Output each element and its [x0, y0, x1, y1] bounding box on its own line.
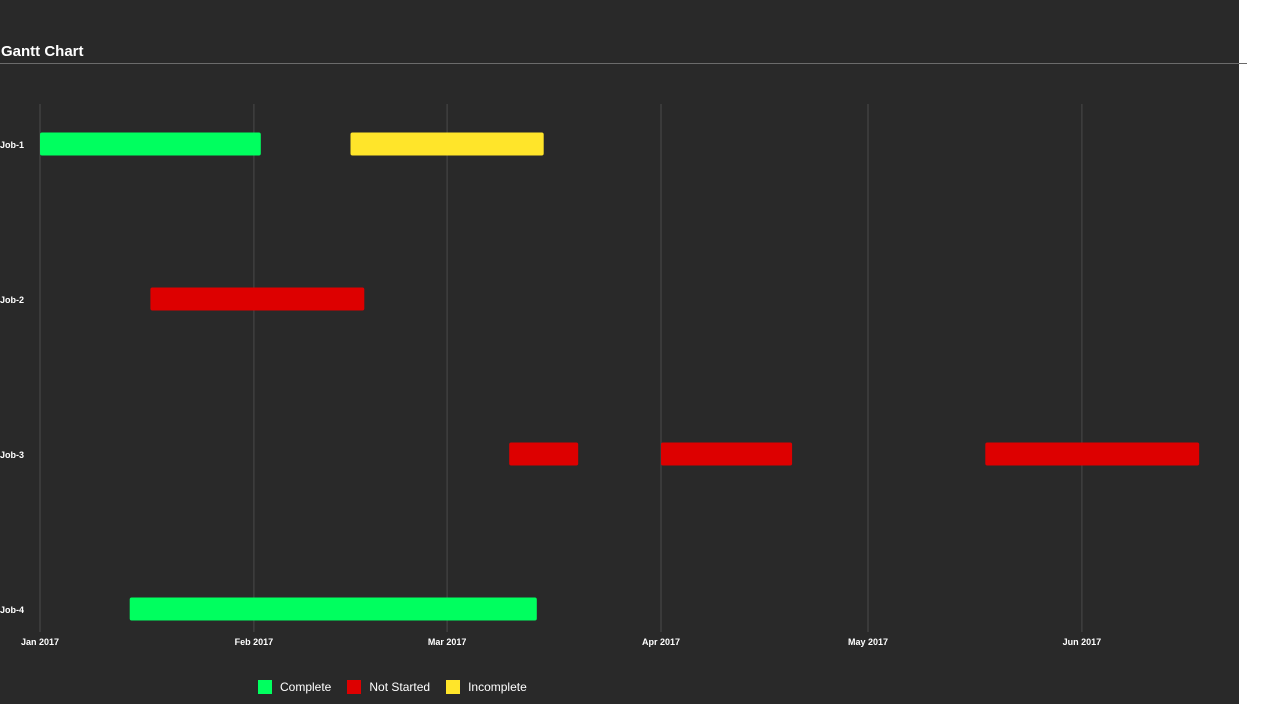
- legend: Complete Not Started Incomplete: [258, 680, 543, 694]
- x-tick-label: Jun 2017: [1063, 637, 1102, 647]
- legend-item-incomplete[interactable]: Incomplete: [446, 680, 527, 694]
- x-tick-label: Mar 2017: [428, 637, 467, 647]
- gantt-chart: Jan 2017 Feb 2017 Mar 2017 Apr 2017 May 2017…: [0, 104, 1200, 647]
- gantt-bar-job-4-complete[interactable]: [129, 597, 537, 621]
- y-tick-label: Job-3: [0, 450, 24, 460]
- y-tick-label: Job-4: [0, 605, 24, 615]
- gantt-bar-job-1-incomplete[interactable]: [350, 132, 544, 156]
- gantt-bar-job-2-not-started[interactable]: [150, 287, 365, 311]
- legend-swatch: [347, 680, 362, 694]
- gantt-bar-job-1-complete[interactable]: [40, 132, 261, 156]
- x-tick-label: May 2017: [848, 637, 888, 647]
- legend-label: Not Started: [369, 680, 431, 694]
- legend-swatch: [258, 680, 272, 694]
- legend-label: Incomplete: [468, 680, 527, 694]
- gantt-bar-job-3-not-started[interactable]: [985, 442, 1200, 466]
- x-tick-label: Feb 2017: [235, 637, 274, 647]
- bar-layer: [40, 132, 1200, 621]
- x-tick-label: Apr 2017: [642, 637, 680, 647]
- chart-title: Gantt Chart: [1, 43, 84, 60]
- legend-item-complete[interactable]: Complete: [258, 680, 331, 694]
- gantt-bar-job-3-not-started[interactable]: [661, 442, 793, 466]
- legend-item-not-started[interactable]: Not Started: [347, 680, 430, 694]
- legend-swatch: [446, 680, 461, 694]
- legend-label: Complete: [280, 680, 332, 694]
- y-tick-label: Job-1: [0, 140, 24, 150]
- chart-panel: Gantt Chart Jan 2017 Feb 2017 Mar 2017 Apr …: [0, 0, 1247, 704]
- y-tick-label: Job-2: [0, 295, 24, 305]
- grid-layer: [39, 104, 1083, 632]
- x-tick-label: Jan 2017: [21, 637, 59, 647]
- label-layer: Jan 2017 Feb 2017 Mar 2017 Apr 2017 May 2017…: [0, 140, 1101, 647]
- title-divider: [0, 63, 1247, 64]
- gantt-bar-job-3-not-started[interactable]: [509, 442, 579, 466]
